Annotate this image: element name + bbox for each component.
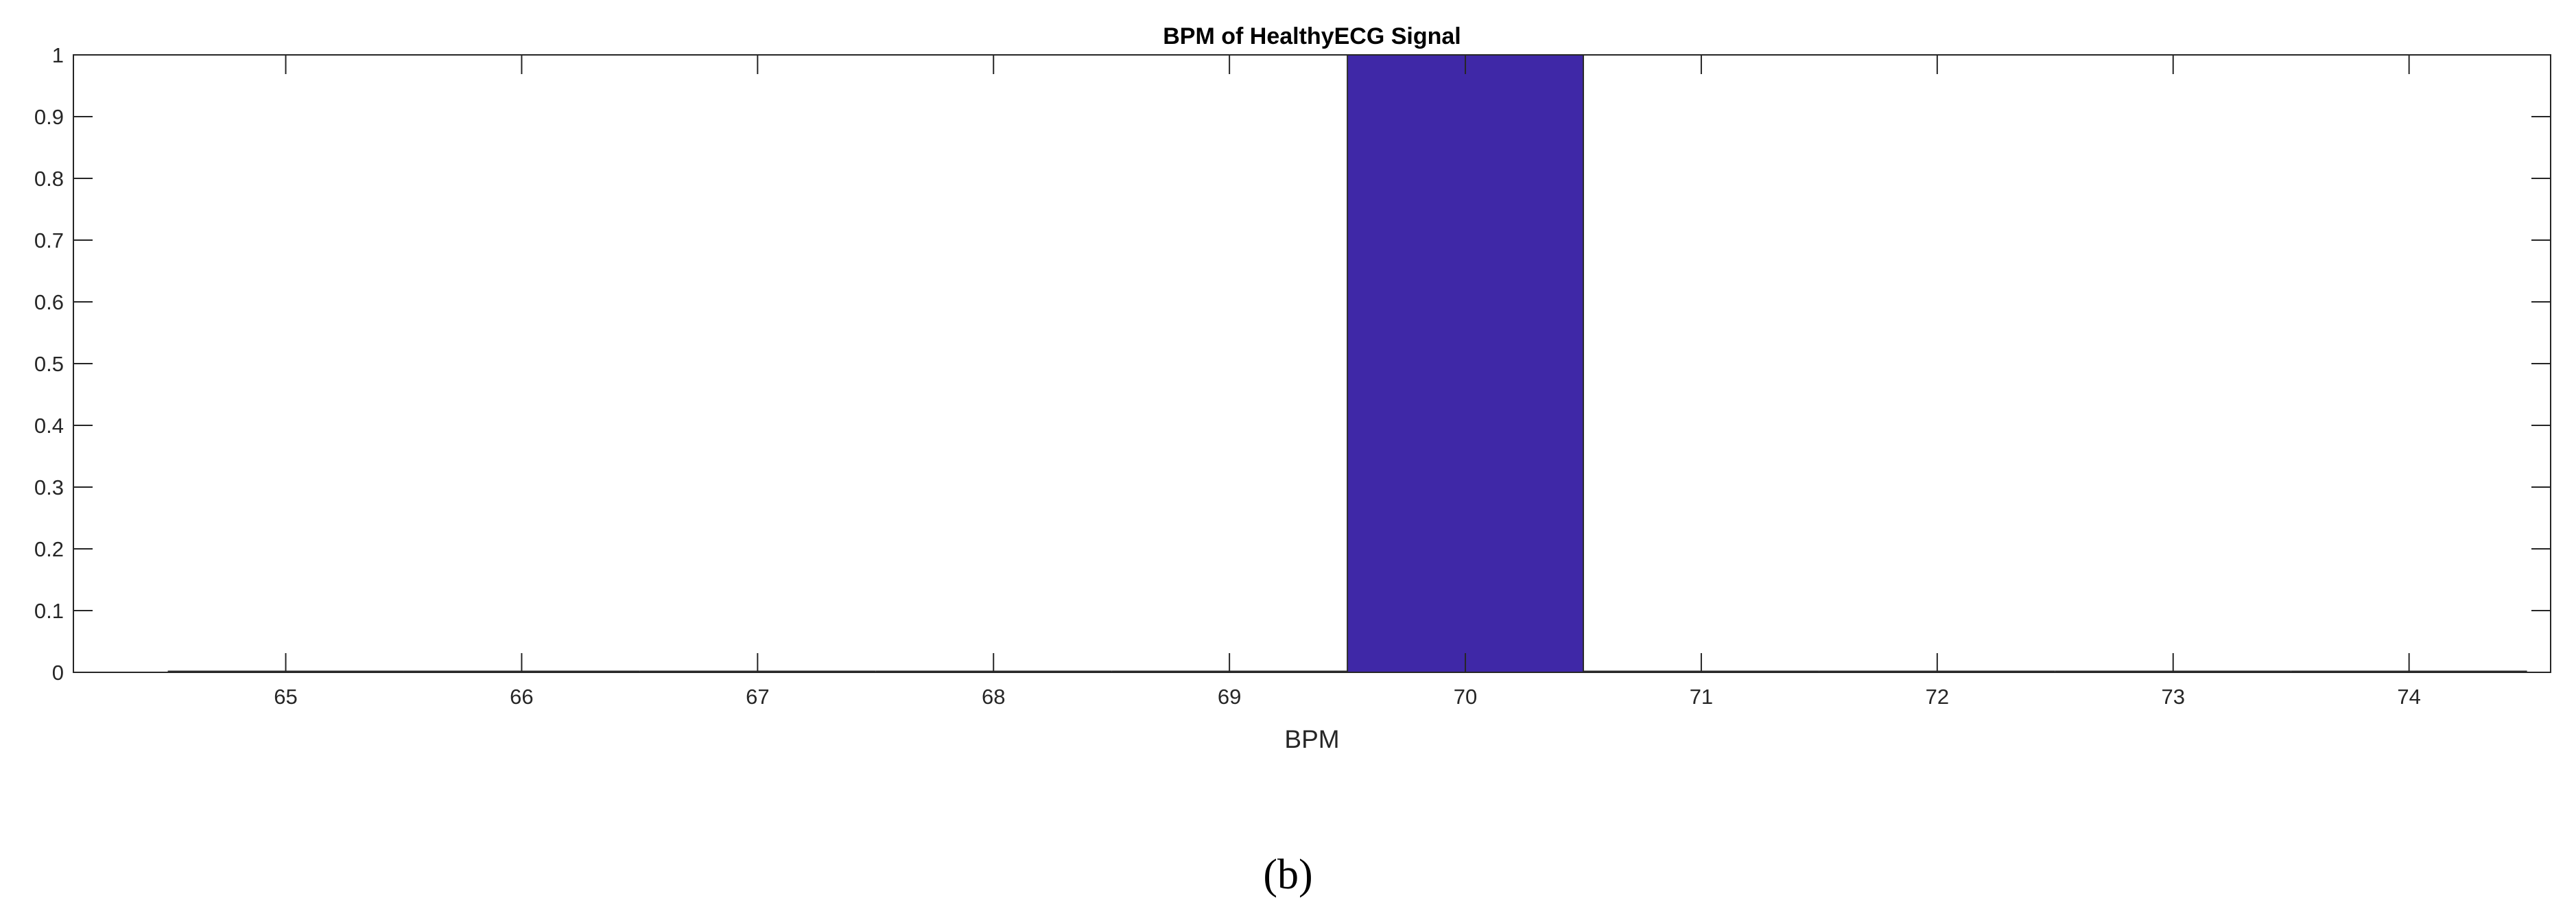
x-tick-label: 71 <box>1690 685 1713 709</box>
y-tick-label: 0.1 <box>34 599 64 623</box>
y-tick-label: 0.6 <box>34 290 64 314</box>
x-tick-label: 67 <box>746 685 769 709</box>
x-tick-label: 68 <box>982 685 1005 709</box>
y-tick-label: 0 <box>52 661 64 685</box>
y-tick-label: 0.8 <box>34 167 64 191</box>
y-tick-label: 0.7 <box>34 228 64 252</box>
bars-layer <box>1347 54 1584 673</box>
x-tick-label: 70 <box>1454 685 1477 709</box>
y-tick-label: 0.9 <box>34 105 64 129</box>
y-tick-label: 0.4 <box>34 414 64 438</box>
x-ticks: 65 66 67 68 69 70 71 72 73 74 <box>274 55 2421 709</box>
x-tick-label: 74 <box>2397 685 2420 709</box>
y-tick-label: 0.3 <box>34 475 64 499</box>
y-tick-label: 0.5 <box>34 352 64 376</box>
x-tick-label: 69 <box>1218 685 1241 709</box>
axes-box <box>73 54 2551 673</box>
x-axis-label: BPM <box>1284 725 1339 753</box>
figure-caption: (b) <box>1263 851 1313 898</box>
x-tick-label: 72 <box>1926 685 1949 709</box>
x-tick-label: 66 <box>510 685 533 709</box>
x-tick-label: 73 <box>2162 685 2185 709</box>
chart-title: BPM of HealthyECG Signal <box>1163 23 1461 49</box>
y-tick-label: 1 <box>52 43 64 67</box>
x-tick-label: 65 <box>274 685 297 709</box>
histogram-bar <box>1347 54 1584 673</box>
y-ticks: 0 0.1 0.2 0.3 0.4 0.5 0.6 0.7 0.8 0.9 1 <box>34 43 2551 685</box>
y-tick-label: 0.2 <box>34 537 64 561</box>
